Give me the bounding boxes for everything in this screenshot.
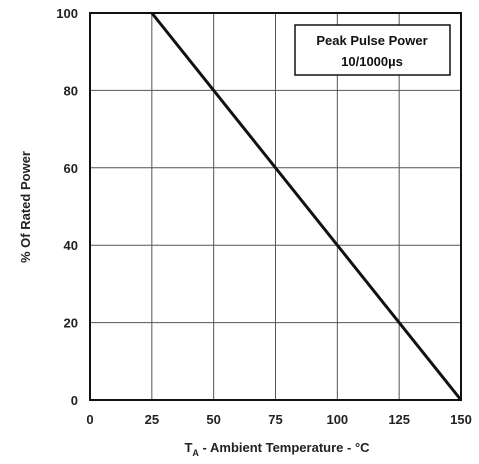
x-axis-title-main: T [184, 440, 192, 455]
legend-line-1: Peak Pulse Power [316, 33, 427, 48]
x-tick-label: 125 [388, 412, 410, 427]
y-tick-label: 40 [64, 238, 78, 253]
y-tick-label: 60 [64, 161, 78, 176]
legend-line-2: 10/1000µs [341, 54, 403, 69]
x-axis-title-subscript: A [192, 448, 199, 458]
y-tick-label: 0 [71, 393, 78, 408]
y-tick-labels: 0 20 40 60 80 100 [56, 6, 78, 408]
x-tick-label: 100 [326, 412, 348, 427]
y-tick-label: 100 [56, 6, 78, 21]
x-axis-title: TA - Ambient Temperature - °C [184, 440, 370, 458]
y-tick-label: 80 [64, 83, 78, 98]
legend-box: Peak Pulse Power 10/1000µs [294, 24, 451, 76]
x-tick-label: 50 [206, 412, 220, 427]
x-tick-label: 150 [450, 412, 472, 427]
series-layer [150, 12, 463, 401]
x-tick-label: 0 [86, 412, 93, 427]
x-tick-label: 75 [268, 412, 282, 427]
y-axis-title: % Of Rated Power [18, 151, 33, 263]
x-tick-label: 25 [145, 412, 159, 427]
x-axis-title-rest: - Ambient Temperature - °C [199, 440, 370, 455]
plot-area-border [89, 12, 462, 401]
grid-lines [90, 13, 461, 400]
x-tick-labels: 0 25 50 75 100 125 150 [86, 412, 471, 427]
series-line-derating [150, 12, 463, 401]
y-tick-label: 20 [64, 316, 78, 331]
